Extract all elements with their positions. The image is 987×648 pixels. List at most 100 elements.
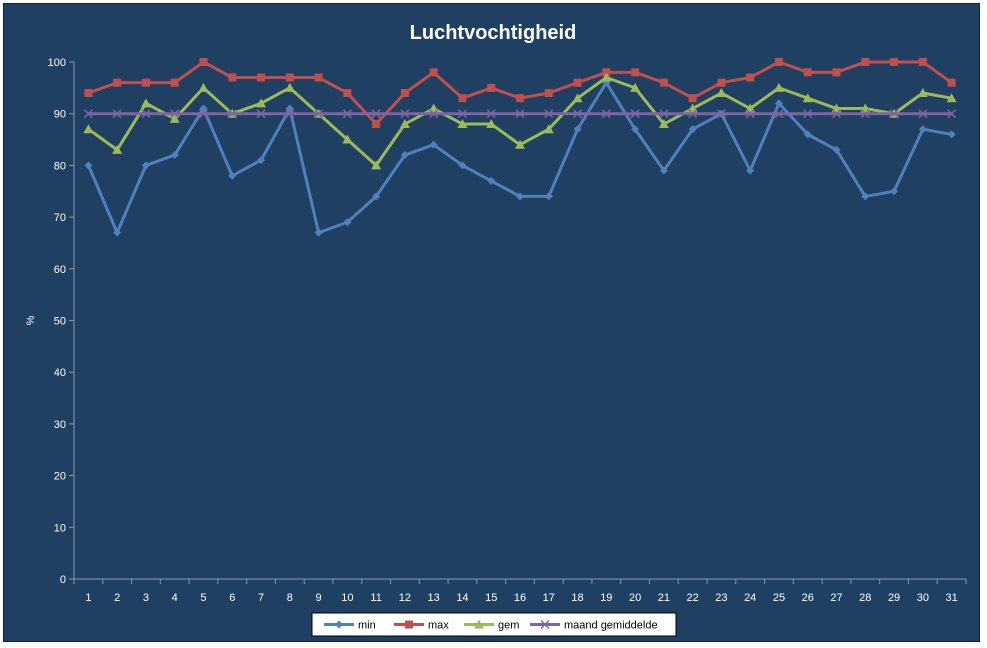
series-max: [84, 58, 956, 129]
y-tick-label: 100: [48, 57, 66, 69]
data-point-gem: [83, 124, 94, 134]
legend-swatch-marker: [335, 620, 343, 629]
legend-label: gem: [498, 620, 519, 632]
data-point-maand-gemiddelde: [141, 109, 151, 119]
data-point-max: [228, 73, 237, 82]
data-point-max: [400, 89, 409, 98]
data-point-gem: [773, 82, 784, 92]
y-axis-title: %: [25, 315, 37, 325]
data-point-max: [631, 68, 640, 77]
data-point-min: [228, 171, 237, 180]
axes: [73, 62, 966, 580]
y-tick-label: 60: [54, 264, 66, 276]
data-point-maand-gemiddelde: [170, 109, 180, 119]
data-point-max: [832, 68, 841, 77]
data-point-max: [573, 78, 582, 87]
data-point-maand-gemiddelde: [285, 109, 295, 119]
data-point-gem: [946, 93, 957, 103]
data-point-min: [890, 187, 899, 196]
marker-stroke: [170, 109, 180, 119]
data-point-min: [400, 151, 409, 160]
data-point-max: [429, 68, 438, 77]
y-tick-label: 90: [54, 109, 66, 121]
marker-stroke: [342, 109, 352, 119]
data-point-gem: [169, 113, 180, 123]
data-point-min: [688, 125, 697, 134]
marker-stroke: [860, 109, 870, 119]
data-point-min: [257, 156, 266, 165]
data-point-maand-gemiddelde: [803, 109, 813, 119]
legend-item-maand-gemiddelde: maand gemiddelde: [530, 620, 658, 632]
data-point-maand-gemiddelde: [688, 109, 698, 119]
legend-label: min: [358, 620, 376, 632]
x-tick-label: 28: [859, 592, 871, 604]
x-tick-label: 10: [341, 592, 353, 604]
data-point-maand-gemiddelde: [659, 109, 669, 119]
x-tick-label: 3: [143, 592, 149, 604]
legend-label: maand gemiddelde: [564, 620, 658, 632]
data-point-max: [688, 94, 697, 103]
data-point-min: [429, 140, 438, 149]
data-point-min: [170, 151, 179, 160]
data-point-min: [803, 130, 812, 139]
legend-swatch-marker: [474, 619, 484, 629]
x-tick-label: 26: [802, 592, 814, 604]
series-maand-gemiddelde: [83, 109, 957, 119]
data-point-maand-gemiddelde: [630, 109, 640, 119]
data-point-gem: [601, 72, 612, 82]
marker-stroke: [601, 109, 611, 119]
data-point-maand-gemiddelde: [457, 109, 467, 119]
data-point-max: [516, 94, 524, 103]
marker-stroke: [371, 109, 381, 119]
data-point-gem: [515, 139, 525, 149]
data-point-min: [343, 218, 352, 227]
data-point-gem: [284, 82, 295, 92]
marker-stroke: [515, 109, 525, 119]
data-point-gem: [140, 98, 151, 108]
data-point-max: [285, 73, 294, 82]
marker-stroke: [716, 109, 726, 119]
data-point-maand-gemiddelde: [716, 109, 726, 119]
marker-stroke: [659, 109, 669, 119]
data-point-maand-gemiddelde: [544, 109, 554, 119]
data-point-gem: [543, 124, 554, 134]
data-point-max: [199, 58, 208, 66]
data-point-maand-gemiddelde: [371, 109, 381, 119]
x-tick-label: 8: [287, 592, 293, 604]
marker-stroke: [889, 109, 899, 119]
data-point-min: [659, 166, 668, 175]
marker-stroke: [141, 109, 151, 119]
marker-stroke: [831, 109, 842, 119]
data-point-maand-gemiddelde: [429, 109, 439, 119]
data-point-maand-gemiddelde: [774, 109, 784, 119]
data-point-gem: [572, 93, 583, 103]
chart-canvas: Luchtvochtigheid % 0 10 20 30 40 50 60 70 80 90 10…: [25, 22, 967, 637]
data-point-min: [141, 161, 150, 170]
series-min: [84, 78, 956, 237]
legend-item-max: max: [394, 620, 449, 632]
y-tick-label: 80: [54, 160, 66, 172]
y-tick-label: 70: [54, 212, 66, 224]
data-point-gem: [457, 119, 468, 129]
data-point-maand-gemiddelde: [745, 109, 755, 119]
data-point-max: [343, 89, 352, 98]
x-tick-label: 13: [428, 592, 440, 604]
data-point-maand-gemiddelde: [601, 109, 611, 119]
y-tick-label: 30: [54, 419, 66, 431]
data-point-min: [918, 125, 927, 134]
y-tick-label: 40: [54, 367, 66, 379]
marker-stroke: [540, 619, 550, 630]
data-point-gem: [371, 160, 382, 170]
data-point-max: [544, 89, 553, 98]
marker-stroke: [457, 109, 467, 119]
data-point-maand-gemiddelde: [314, 109, 324, 119]
y-tick-label: 50: [54, 316, 66, 328]
data-point-maand-gemiddelde: [400, 109, 410, 119]
marker-stroke: [573, 109, 583, 119]
data-point-max: [602, 68, 611, 77]
x-tick-label: 17: [543, 592, 555, 604]
data-point-gem: [112, 144, 123, 154]
marker-stroke: [688, 109, 698, 119]
legend-label: max: [428, 620, 449, 632]
data-point-maand-gemiddelde: [831, 109, 842, 119]
